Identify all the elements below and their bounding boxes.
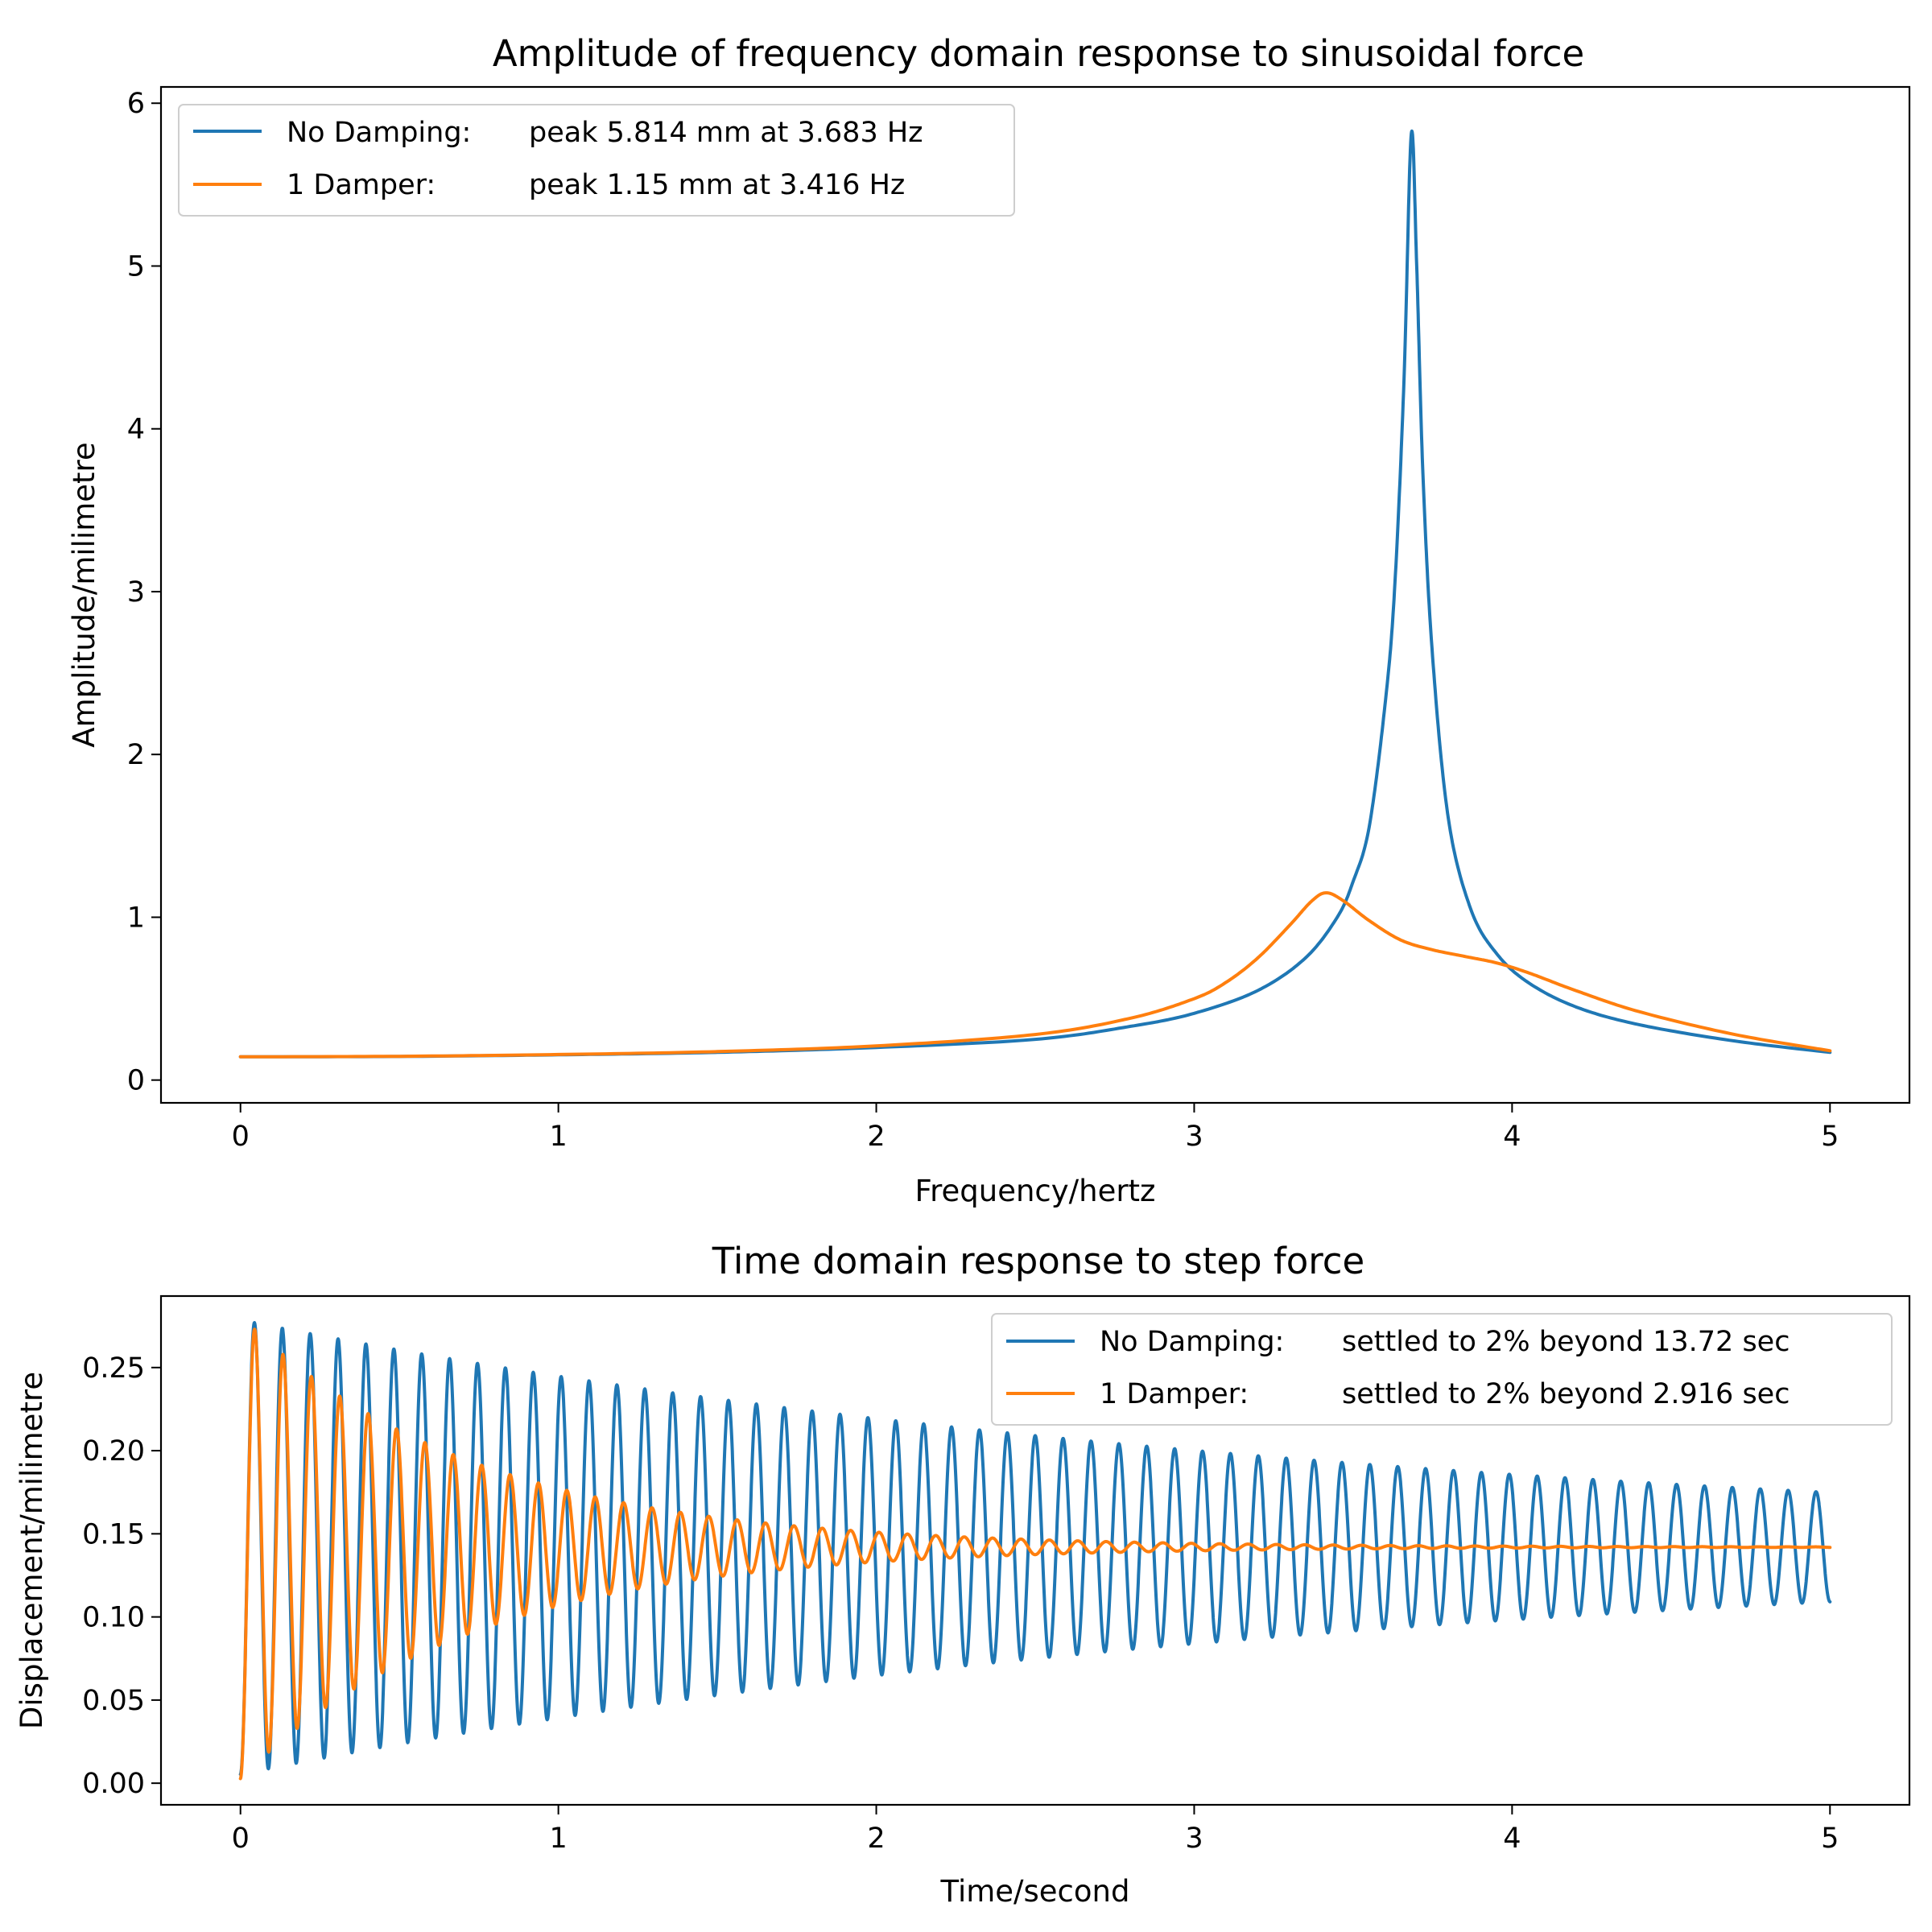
legend-detail-no-damping: peak 5.814 mm at 3.683 Hz (529, 117, 923, 149)
x-tick-label: 0 (232, 1121, 250, 1153)
x-tick-label: 3 (1185, 1121, 1203, 1153)
y-tick-label: 0.00 (82, 1768, 145, 1800)
x-tick-label: 1 (549, 1823, 567, 1855)
x-tick-label: 1 (549, 1121, 567, 1153)
series-line-1-damper (238, 1327, 1832, 1781)
legend: No Damping: settled to 2% beyond 13.72 s… (991, 1313, 1893, 1426)
time-response-chart: Time domain response to step force 0 1 2 3 4… (14, 1240, 1911, 1909)
x-tick-label: 5 (1821, 1121, 1839, 1153)
y-tick-label: 0.20 (82, 1435, 145, 1468)
y-ticks: 0.00 0.05 0.10 0.15 0.20 0.25 (82, 1352, 161, 1800)
y-tick-label: 6 (127, 88, 145, 120)
x-tick-label: 2 (867, 1823, 885, 1855)
plot-area-frame (159, 1294, 1911, 1806)
chart-title: Time domain response to step force (712, 1240, 1364, 1282)
x-tick-label: 4 (1503, 1121, 1521, 1153)
y-tick-label: 0.10 (82, 1602, 145, 1634)
x-tick-label: 3 (1185, 1823, 1203, 1855)
series-line-1-damper (238, 891, 1832, 1059)
y-tick-label: 2 (127, 739, 145, 771)
y-tick-label: 0.05 (82, 1685, 145, 1717)
plot-area-frame (159, 85, 1911, 1104)
y-axis-label: Amplitude/milimetre (67, 442, 101, 747)
frequency-response-chart: Amplitude of frequency domain response t… (67, 32, 1911, 1208)
y-tick-label: 0.25 (82, 1352, 145, 1385)
series-lines (238, 1321, 1832, 1781)
y-ticks: 0 1 2 3 4 5 6 (127, 88, 161, 1097)
x-ticks: 0 1 2 3 4 5 (232, 1805, 1839, 1855)
x-axis-label: Time/second (940, 1874, 1130, 1909)
x-ticks: 0 1 2 3 4 5 (232, 1103, 1839, 1153)
y-tick-label: 5 (127, 250, 145, 283)
y-axis-label: Displacement/milimetre (14, 1372, 49, 1729)
series-line-no-damping (238, 129, 1832, 1059)
y-tick-label: 3 (127, 576, 145, 609)
x-tick-label: 5 (1821, 1823, 1839, 1855)
series-lines (238, 129, 1832, 1059)
y-tick-label: 0.15 (82, 1518, 145, 1550)
x-tick-label: 4 (1503, 1823, 1521, 1855)
y-tick-label: 4 (127, 414, 145, 446)
legend-box (178, 104, 1015, 217)
legend-detail-1-damper: settled to 2% beyond 2.916 sec (1342, 1378, 1790, 1410)
legend: No Damping: peak 5.814 mm at 3.683 Hz 1 … (178, 104, 1015, 217)
legend-label-no-damping: No Damping: (1100, 1326, 1284, 1358)
chart-title: Amplitude of frequency domain response t… (493, 32, 1584, 75)
legend-detail-1-damper: peak 1.15 mm at 3.416 Hz (529, 169, 905, 201)
y-tick-label: 1 (127, 902, 145, 934)
x-tick-label: 0 (232, 1823, 250, 1855)
x-axis-label: Frequency/hertz (915, 1174, 1156, 1208)
legend-label-1-damper: 1 Damper: (1100, 1378, 1249, 1410)
legend-box (991, 1313, 1893, 1426)
legend-label-1-damper: 1 Damper: (287, 169, 436, 201)
legend-detail-no-damping: settled to 2% beyond 13.72 sec (1342, 1326, 1790, 1358)
y-tick-label: 0 (127, 1065, 145, 1097)
series-line-no-damping (238, 1321, 1832, 1777)
legend-label-no-damping: No Damping: (287, 117, 471, 149)
x-tick-label: 2 (867, 1121, 885, 1153)
